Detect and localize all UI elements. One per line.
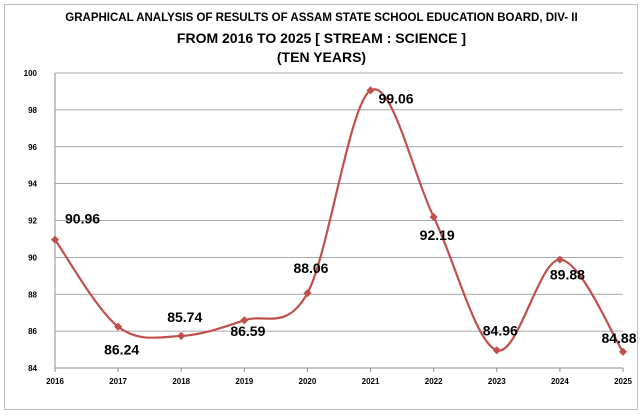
data-point: [366, 86, 375, 95]
x-tick-label: 2020: [299, 377, 317, 386]
data-point: [429, 212, 438, 222]
data-point: [492, 346, 501, 355]
axes: 84 86 88 90 92 94 96 98 100 2016 2017 2018 2019 2020 2…: [24, 69, 633, 386]
data-label: 86.59: [230, 323, 265, 339]
data-label: 84.88: [601, 330, 636, 346]
x-tick-label: 2017: [109, 377, 127, 386]
y-tick-label: 96: [28, 143, 37, 152]
data-label: 99.06: [379, 90, 414, 106]
y-tick-label: 100: [24, 69, 38, 78]
y-tick-label: 88: [28, 290, 37, 299]
x-tick-label: 2024: [551, 377, 569, 386]
data-point: [303, 289, 312, 298]
x-tick-label: 2018: [172, 377, 190, 386]
data-label: 85.74: [167, 309, 202, 325]
data-label: 92.19: [420, 227, 455, 243]
data-point: [114, 322, 123, 331]
chart-title-line-2: FROM 2016 TO 2025 [ STREAM : SCIENCE ]: [176, 30, 467, 46]
y-tick-label: 98: [28, 106, 37, 115]
data-label: 84.96: [483, 322, 518, 338]
series-line: [54, 88, 624, 353]
data-point: [240, 316, 249, 325]
data-point: [618, 347, 628, 356]
grid-lines: [55, 72, 623, 369]
data-point: [555, 255, 564, 264]
y-tick-label: 94: [28, 180, 37, 189]
data-point: [50, 235, 60, 244]
data-point: [177, 331, 186, 340]
data-label: 90.96: [65, 211, 100, 227]
y-tick-label: 92: [28, 217, 37, 226]
x-tick-label: 2025: [614, 377, 632, 386]
x-tick-label: 2023: [488, 377, 506, 386]
y-tick-label: 86: [28, 327, 37, 336]
x-tick-label: 2019: [235, 377, 253, 386]
data-label: 86.24: [104, 342, 139, 358]
series-layer: [50, 86, 628, 356]
y-tick-label: 84: [28, 364, 37, 373]
chart-frame: [4, 4, 638, 410]
chart-title-line-3: (TEN YEARS): [276, 49, 367, 65]
data-labels: 90.96 86.24 85.74 86.59 88.06 99.06 92.19 84.96…: [65, 90, 637, 357]
x-tick-label: 2022: [425, 377, 443, 386]
x-tick-label: 2021: [362, 377, 380, 386]
y-tick-label: 90: [28, 253, 37, 262]
data-label: 89.88: [550, 267, 585, 283]
chart-title-line-1: GRAPHICAL ANALYSIS OF RESULTS OF ASSAM S…: [65, 12, 578, 24]
data-label: 88.06: [293, 260, 328, 276]
x-tick-label: 2016: [46, 377, 64, 386]
